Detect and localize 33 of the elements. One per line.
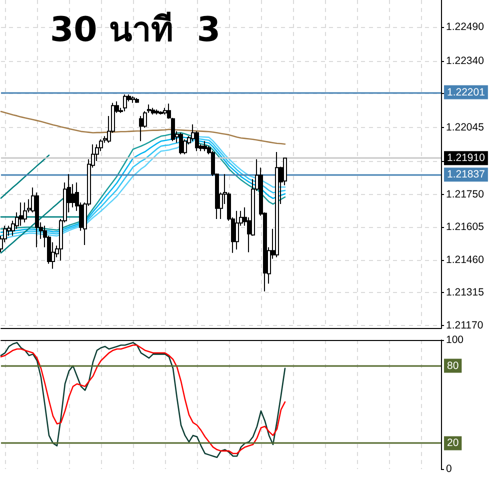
candlestick (159, 110, 163, 115)
candlestick (203, 140, 207, 152)
candlestick (23, 202, 27, 223)
candlestick (235, 210, 239, 250)
candlestick (155, 108, 159, 115)
candlestick (19, 202, 23, 226)
y-tick-label: 1.22490 (446, 20, 484, 33)
chart-title: 30 นาที 3 (50, 10, 220, 50)
candlestick (275, 152, 279, 258)
line-series (0, 110, 286, 145)
y-tick-label: 1.21750 (446, 188, 484, 200)
y-tick-label: 1.21170 (446, 320, 484, 332)
y-tick-label: 1.22340 (446, 54, 484, 67)
ref-line-label: 20 (447, 437, 459, 450)
annotation: 1.21910 (447, 152, 486, 164)
y-tick-label: 1.21460 (446, 254, 484, 266)
candlestick (135, 97, 139, 104)
candlestick (179, 132, 183, 155)
y-tick-label: 100 (446, 334, 464, 346)
y-tick-label: 0 (446, 463, 452, 475)
line-series (0, 154, 50, 199)
ref-line-label: 80 (447, 360, 459, 372)
candlestick (151, 107, 155, 115)
candlestick (131, 96, 135, 104)
candlestick (163, 107, 167, 115)
candlestick (123, 94, 127, 112)
y-tick-label: 1.21315 (446, 286, 484, 299)
candlestick (139, 116, 143, 142)
ref-line-label: 1.21837 (447, 168, 486, 181)
y-tick-label: 1.21605 (446, 221, 484, 234)
candlestick (35, 192, 39, 248)
ref-line-label: 1.22201 (447, 86, 486, 98)
y-tick-label: 1.22045 (446, 122, 484, 134)
